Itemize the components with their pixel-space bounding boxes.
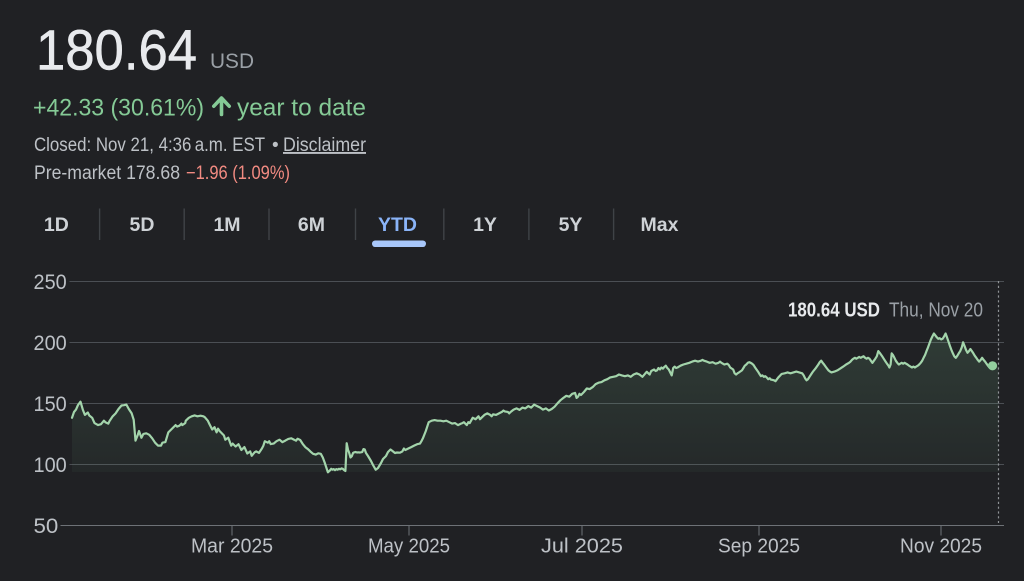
svg-text:Thu, Nov 20: Thu, Nov 20 [889, 300, 983, 322]
svg-text:Pre-market 178.68: Pre-market 178.68 [34, 163, 180, 184]
svg-text:1Y: 1Y [473, 214, 497, 236]
svg-text:100: 100 [34, 453, 67, 477]
svg-text:5Y: 5Y [559, 214, 583, 236]
svg-text:Nov 2025: Nov 2025 [900, 536, 982, 558]
svg-text:Disclaimer: Disclaimer [283, 135, 367, 156]
svg-text:Closed: Nov 21, 4:36 a.m. EST: Closed: Nov 21, 4:36 a.m. EST [34, 135, 265, 156]
svg-text:5D: 5D [130, 214, 155, 236]
svg-text:200: 200 [34, 331, 67, 355]
svg-text:Sep 2025: Sep 2025 [718, 536, 800, 558]
svg-text:•: • [272, 135, 279, 156]
svg-text:1D: 1D [44, 214, 69, 236]
svg-text:May 2025: May 2025 [368, 536, 450, 558]
svg-text:Max: Max [641, 214, 679, 236]
svg-text:Jul 2025: Jul 2025 [541, 536, 623, 558]
svg-text:YTD: YTD [378, 214, 417, 236]
svg-text:6M: 6M [298, 214, 325, 236]
svg-text:1M: 1M [213, 214, 240, 236]
svg-text:250: 250 [34, 270, 67, 294]
svg-text:50: 50 [34, 514, 59, 538]
svg-text:−1.96 (1.09%): −1.96 (1.09%) [186, 163, 290, 184]
svg-text:180.64: 180.64 [36, 19, 197, 83]
svg-text:150: 150 [34, 392, 67, 416]
svg-text:USD: USD [210, 50, 254, 73]
svg-text:Mar 2025: Mar 2025 [191, 536, 273, 558]
svg-text:180.64 USD: 180.64 USD [788, 300, 880, 322]
svg-text:year to date: year to date [237, 94, 366, 121]
svg-text:+42.33 (30.61%): +42.33 (30.61%) [33, 94, 204, 121]
